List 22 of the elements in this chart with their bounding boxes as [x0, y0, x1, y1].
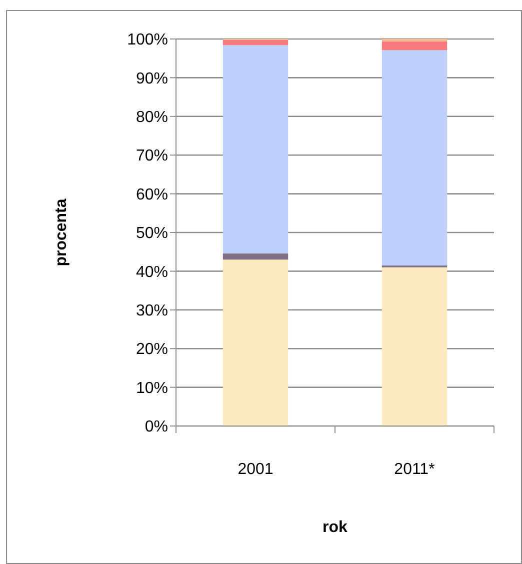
- bar: [222, 45, 288, 254]
- bar: [382, 41, 448, 50]
- y-axis-title: procenta: [53, 198, 70, 266]
- bar: [382, 50, 448, 266]
- y-tick-label: 20%: [136, 341, 168, 358]
- y-tick-label: 10%: [136, 380, 168, 397]
- bar: [222, 40, 288, 46]
- y-tick-label: 90%: [136, 70, 168, 88]
- y-tick-label: 50%: [136, 225, 168, 242]
- y-tick-label: 70%: [136, 148, 168, 165]
- bar: [222, 253, 288, 260]
- x-axis-title: rok: [322, 519, 348, 536]
- y-tick-label: 0%: [144, 418, 168, 436]
- y-tick-label: 100%: [127, 32, 168, 49]
- x-tick-label: 2001: [238, 461, 274, 478]
- x-tick-label: 2011*: [394, 461, 435, 478]
- y-tick-label: 80%: [136, 109, 168, 126]
- y-tick-label: 60%: [136, 186, 168, 204]
- bar: [222, 260, 288, 426]
- y-tick-label: 40%: [136, 264, 168, 281]
- y-tick-label: 30%: [136, 302, 168, 320]
- bar: [382, 267, 448, 426]
